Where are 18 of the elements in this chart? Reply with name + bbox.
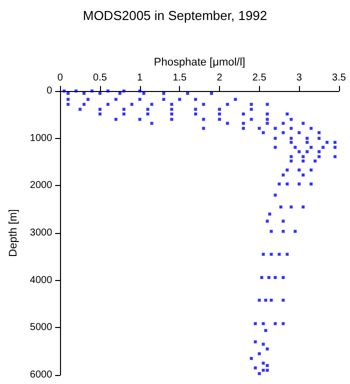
x-tick-label: 0 bbox=[57, 72, 64, 84]
y-tick-label: 6000 bbox=[30, 370, 53, 380]
x-tick-label: 1.5 bbox=[172, 72, 188, 84]
y-tick-label: 2000 bbox=[30, 180, 53, 192]
y-tick-label: 3000 bbox=[30, 228, 53, 238]
y-tick-label: 4000 bbox=[30, 274, 53, 286]
x-tick-label: 1 bbox=[137, 72, 144, 84]
x-tick-label: 3 bbox=[296, 72, 302, 84]
x-tick-label: 3.5 bbox=[332, 72, 346, 84]
x-tick-label: 0.5 bbox=[93, 72, 108, 84]
chart-title: MODS2005 in September, 1992 bbox=[82, 8, 268, 23]
y-tick-label: 1000 bbox=[30, 132, 53, 144]
x-tick-label: 2 bbox=[216, 72, 223, 84]
y-axis-title: Depth [m] bbox=[8, 209, 20, 257]
x-tick-label: 2.5 bbox=[252, 72, 267, 84]
y-tick-label: 0 bbox=[46, 86, 53, 96]
x-axis-title: Phosphate [μmol/l] bbox=[154, 56, 246, 69]
y-tick-label: 5000 bbox=[30, 322, 53, 334]
